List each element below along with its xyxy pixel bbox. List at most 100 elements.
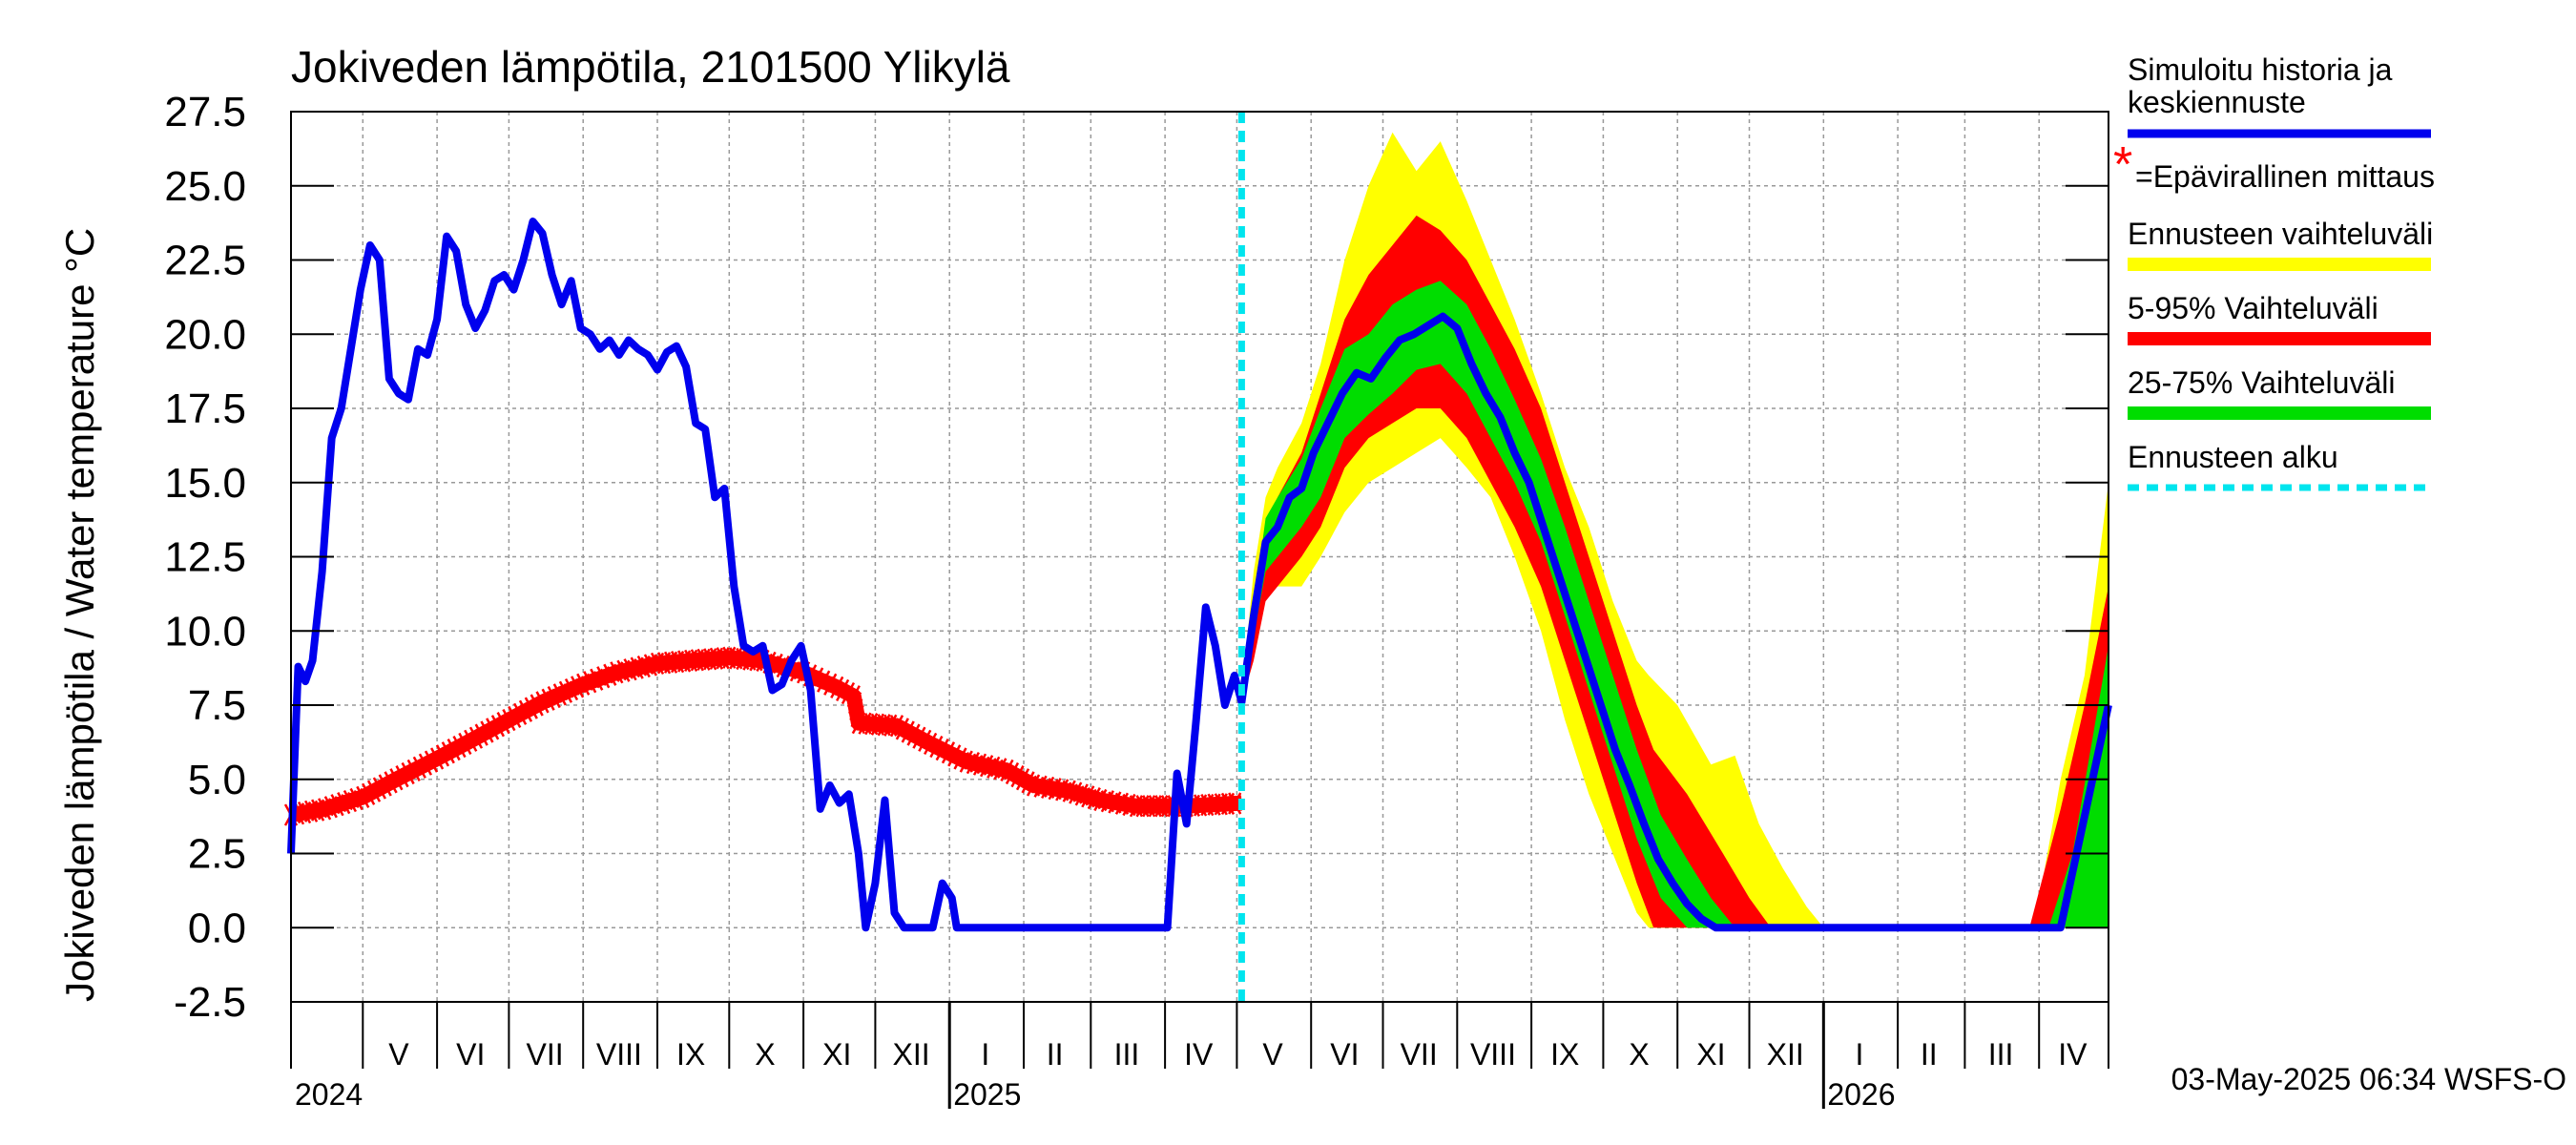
measurement-marker	[1081, 785, 1095, 808]
band-5-95-vaihteluv-li	[1241, 215, 2109, 928]
legend-asterisk-icon: *	[2113, 137, 2132, 193]
x-month-label: VIII	[596, 1037, 642, 1072]
measurement-series	[283, 646, 1242, 826]
x-year-label: 2026	[1827, 1077, 1895, 1112]
measurement-marker	[850, 705, 864, 728]
y-tick-label: 0.0	[188, 905, 246, 951]
measurement-marker	[836, 678, 850, 702]
measurement-marker	[987, 756, 1001, 779]
measurement-marker	[1015, 768, 1030, 791]
measurement-marker	[851, 712, 865, 735]
measurement-marker	[929, 735, 944, 759]
measurement-marker	[823, 673, 838, 696]
x-month-label: IX	[676, 1037, 705, 1072]
measurement-marker	[906, 723, 921, 746]
forecast-bands	[1241, 132, 2109, 928]
x-month-label: VIII	[1470, 1037, 1516, 1072]
simulated-series	[287, 218, 2112, 932]
x-month-label: V	[1262, 1037, 1283, 1072]
chart-title: Jokiveden lämpötila, 2101500 Ylikylä	[291, 42, 1010, 92]
y-tick-label: 12.5	[164, 534, 246, 581]
plot-area	[283, 111, 2112, 1003]
y-tick-label: 17.5	[164, 385, 246, 432]
legend-label-forecast-range: Ennusteen vaihteluväli	[2128, 217, 2433, 251]
x-month-label: VI	[456, 1037, 485, 1072]
measurement-marker	[1069, 781, 1083, 804]
x-month-label: II	[1047, 1037, 1064, 1072]
x-year-label: 2025	[953, 1077, 1021, 1112]
y-tick-label: 2.5	[188, 831, 246, 878]
measurement-marker	[1000, 759, 1014, 782]
y-axis-label: Jokiveden lämpötila / Water temperature …	[57, 228, 102, 1002]
measurement-marker	[841, 681, 856, 705]
x-axis: V VI VII VIII IX X XI XII I II III IV V VI VII VIII IX X X…	[290, 1002, 2109, 1112]
y-tick-label: 7.5	[188, 682, 246, 729]
y-tick-label: 15.0	[164, 460, 246, 507]
measurement-marker	[941, 741, 956, 764]
measurement-marker	[870, 713, 885, 736]
measurement-marker	[1010, 765, 1025, 788]
x-month-label: I	[1856, 1037, 1864, 1072]
measurement-marker	[924, 732, 938, 756]
measurement-marker	[849, 698, 863, 721]
measurement-marker	[901, 720, 915, 743]
measurement-marker	[847, 692, 862, 715]
measurement-marker	[1087, 787, 1101, 810]
y-tick-label: 5.0	[188, 757, 246, 803]
measurement-marker	[776, 655, 790, 678]
measurement-marker	[1062, 780, 1076, 802]
x-year-label: 2024	[295, 1077, 363, 1112]
legend-label-simulated-line2: keskiennuste	[2128, 85, 2306, 119]
x-month-label: I	[981, 1037, 989, 1072]
measurement-marker	[864, 713, 879, 736]
y-axis-ticks: 27.5 25.0 22.5 20.0 17.5 15.0 12.5 10.0 7.5 5.0 2.…	[164, 89, 2109, 1026]
measurement-marker	[1005, 761, 1020, 785]
measurement-marker	[935, 739, 949, 761]
measurement-marker	[993, 758, 1008, 781]
x-month-label: XI	[1696, 1037, 1725, 1072]
footer-timestamp: 03-May-2025 06:34 WSFS-O	[2171, 1062, 2566, 1096]
measurement-marker	[789, 659, 804, 682]
measurement-marker	[947, 744, 962, 767]
measurement-marker	[1021, 771, 1035, 794]
x-month-label: III	[1988, 1037, 2014, 1072]
measurement-marker	[918, 729, 932, 752]
measurement-marker	[817, 670, 831, 693]
x-month-label: II	[1921, 1037, 1938, 1072]
measurement-marker	[953, 747, 967, 770]
x-month-label: VII	[1401, 1037, 1438, 1072]
legend-label-measurement: =Epävirallinen mittaus	[2135, 159, 2435, 194]
x-month-label: IV	[2058, 1037, 2088, 1072]
measurement-marker	[858, 712, 872, 735]
measurement-marker	[889, 715, 904, 738]
measurement-marker	[980, 755, 994, 778]
measurement-marker	[1228, 792, 1242, 815]
x-month-label: IX	[1550, 1037, 1579, 1072]
x-month-label: V	[388, 1037, 409, 1072]
x-month-label: VII	[526, 1037, 563, 1072]
measurement-marker	[769, 653, 783, 677]
x-month-label: X	[1629, 1037, 1649, 1072]
x-month-label: IV	[1184, 1037, 1214, 1072]
measurement-marker	[846, 685, 861, 708]
legend-label-25-75: 25-75% Vaihteluväli	[2128, 365, 2395, 400]
legend-label-simulated-line1: Simuloitu historia ja	[2128, 52, 2393, 87]
measurement-marker	[912, 726, 926, 749]
y-tick-label: 20.0	[164, 311, 246, 358]
measurement-marker	[959, 750, 973, 773]
measurement-marker	[830, 676, 844, 698]
measurement-marker	[895, 718, 909, 740]
legend-label-5-95: 5-95% Vaihteluväli	[2128, 291, 2379, 325]
y-tick-label: 25.0	[164, 163, 246, 210]
simulated-line	[287, 218, 2112, 932]
y-tick-label: 22.5	[164, 238, 246, 284]
grid-lines	[290, 111, 2109, 1003]
measurement-marker	[883, 714, 898, 737]
x-month-label: XI	[822, 1037, 851, 1072]
x-month-label: XII	[892, 1037, 929, 1072]
legend: Simuloitu historia ja keskiennuste * =Ep…	[2113, 52, 2435, 491]
measurement-marker	[966, 752, 980, 775]
y-tick-label: -2.5	[174, 979, 246, 1026]
x-month-label: VI	[1330, 1037, 1359, 1072]
